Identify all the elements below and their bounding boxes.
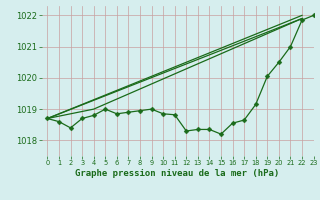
X-axis label: Graphe pression niveau de la mer (hPa): Graphe pression niveau de la mer (hPa)	[76, 169, 280, 178]
